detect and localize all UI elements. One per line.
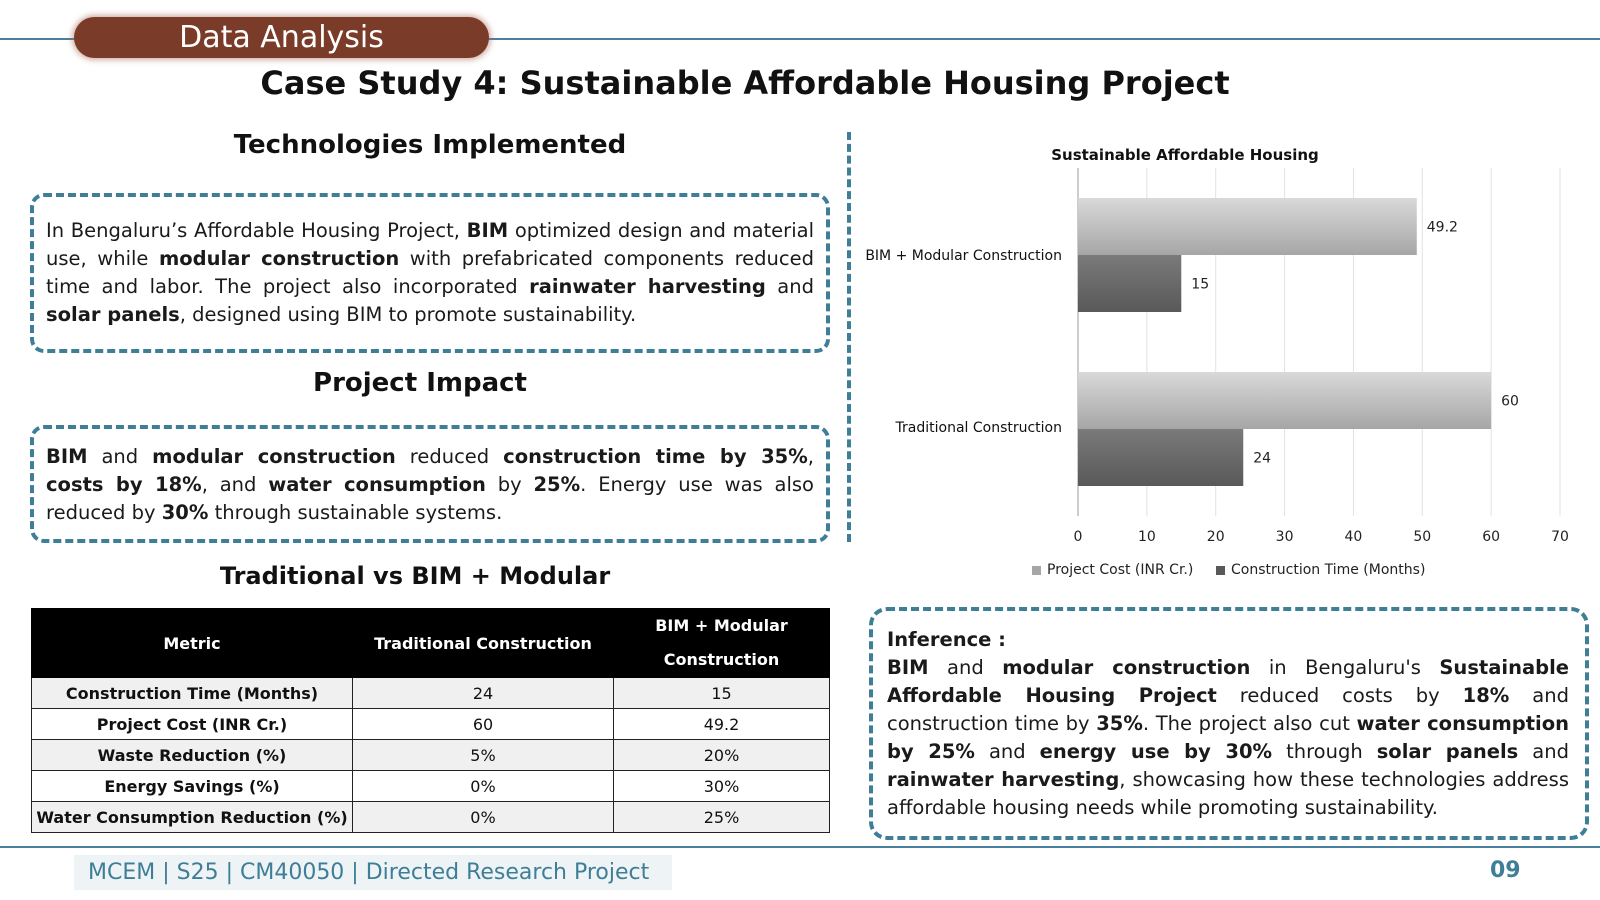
legend-label: Project Cost (INR Cr.) — [1047, 562, 1194, 578]
chart-title: Sustainable Affordable Housing — [1051, 146, 1319, 164]
table-cell: 24 — [352, 677, 614, 709]
x-tick-label: 30 — [1276, 529, 1294, 545]
column-header: Traditional Construction — [352, 608, 614, 678]
metric-cell: Construction Time (Months) — [31, 677, 353, 709]
page-title: Case Study 4: Sustainable Affordable Hou… — [260, 64, 1230, 102]
data-label: 60 — [1501, 394, 1519, 410]
bar — [1078, 429, 1244, 486]
x-tick-label: 20 — [1207, 529, 1225, 545]
inference-label: Inference : — [887, 628, 1006, 651]
legend-swatch — [1032, 565, 1041, 575]
x-tick-label: 60 — [1482, 529, 1500, 545]
table-cell: 15 — [613, 677, 830, 709]
bar — [1078, 372, 1492, 429]
page-number: 09 — [1490, 858, 1521, 883]
bar — [1078, 198, 1417, 255]
x-tick-label: 70 — [1551, 529, 1569, 545]
category-label: BIM + Modular Construction — [865, 248, 1062, 264]
data-label: 49.2 — [1427, 220, 1458, 236]
legend-label: Construction Time (Months) — [1231, 562, 1426, 578]
table-cell: 30% — [613, 770, 830, 802]
table-header-row: Metric Traditional Construction BIM + Mo… — [31, 608, 830, 678]
table-cell: 20% — [613, 739, 830, 771]
footer-rule — [0, 846, 1600, 848]
data-label: 15 — [1191, 277, 1209, 293]
impact-text: BIM and modular construction reduced con… — [46, 445, 814, 524]
impact-box — [30, 425, 830, 543]
table-row: Construction Time (Months) 24 15 — [31, 677, 830, 709]
course-footer: MCEM | S25 | CM40050 | Directed Research… — [74, 855, 672, 890]
column-header: Metric — [31, 608, 353, 678]
legend-item: Project Cost (INR Cr.) — [1032, 562, 1193, 578]
inference-text: Inference : BIM and modular construction… — [887, 626, 1569, 822]
header-rule — [0, 38, 1600, 40]
category-label: Traditional Construction — [895, 420, 1062, 436]
table-cell: 5% — [352, 739, 614, 771]
inference-body: BIM and modular construction in Bengalur… — [887, 656, 1570, 819]
table-cell: 25% — [613, 801, 830, 833]
table-cell: 0% — [352, 801, 614, 833]
comparison-heading: Traditional vs BIM + Modular — [219, 562, 611, 590]
x-tick-label: 40 — [1345, 529, 1363, 545]
metric-cell: Energy Savings (%) — [31, 770, 353, 802]
bar — [1078, 255, 1182, 312]
section-label: Data Analysis — [74, 17, 489, 58]
comparison-table: Metric Traditional Construction BIM + Mo… — [31, 608, 830, 833]
technologies-box — [30, 193, 830, 353]
table-row: Water Consumption Reduction (%) 0% 25% — [31, 801, 830, 833]
impact-heading: Project Impact — [313, 368, 527, 398]
inference-box — [869, 607, 1589, 840]
legend-swatch — [1216, 565, 1225, 575]
legend-item: Construction Time (Months) — [1216, 562, 1425, 578]
technologies-text: In Bengaluru’s Affordable Housing Projec… — [46, 219, 815, 326]
metric-cell: Water Consumption Reduction (%) — [31, 801, 353, 833]
x-tick-label: 50 — [1413, 529, 1431, 545]
table-row: Project Cost (INR Cr.) 60 49.2 — [31, 708, 830, 740]
column-divider — [847, 132, 851, 542]
technologies-heading: Technologies Implemented — [233, 130, 627, 160]
x-tick-label: 0 — [1074, 529, 1083, 545]
data-label: 24 — [1253, 451, 1271, 467]
column-header: BIM + Modular Construction — [613, 608, 830, 678]
x-tick-label: 10 — [1138, 529, 1156, 545]
